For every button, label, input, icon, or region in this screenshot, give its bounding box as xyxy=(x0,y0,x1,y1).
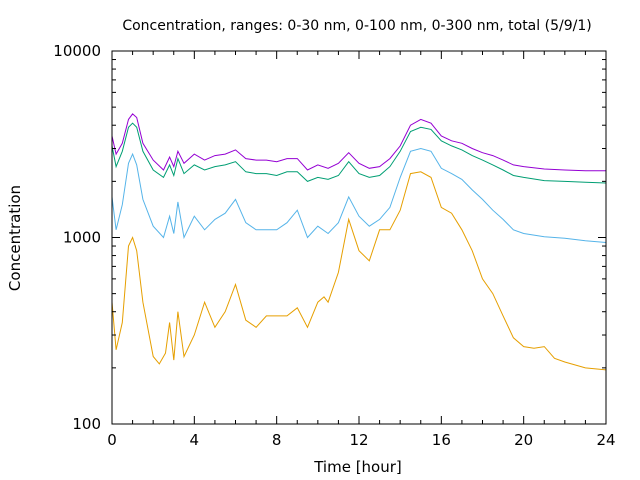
series-line-4 xyxy=(111,171,607,371)
chart-title: Concentration, ranges: 0-30 nm, 0-100 nm… xyxy=(122,18,591,34)
x-tick-label: 20 xyxy=(514,431,533,449)
x-tick-label: 24 xyxy=(596,431,615,449)
y-tick-label: 1000 xyxy=(63,229,101,247)
axis-tick-labels: 0 4 8 12 16 20 24 100 1000 10000 xyxy=(53,42,615,449)
series-line-3 xyxy=(111,147,607,243)
x-tick-label: 16 xyxy=(432,431,451,449)
axis-ticks xyxy=(111,51,607,425)
x-tick-label: 12 xyxy=(349,431,368,449)
plot-frame xyxy=(111,50,607,425)
y-tick-label: 100 xyxy=(72,415,101,433)
y-axis-label: Concentration xyxy=(6,185,24,291)
y-tick-label: 10000 xyxy=(53,42,101,60)
plot-lines xyxy=(111,113,607,371)
series-line-2 xyxy=(111,122,607,184)
x-axis-label: Time [hour] xyxy=(313,458,402,476)
series-line-1 xyxy=(111,113,606,172)
x-tick-label: 4 xyxy=(190,431,200,449)
x-tick-label: 8 xyxy=(272,431,282,449)
x-tick-label: 0 xyxy=(107,431,117,449)
